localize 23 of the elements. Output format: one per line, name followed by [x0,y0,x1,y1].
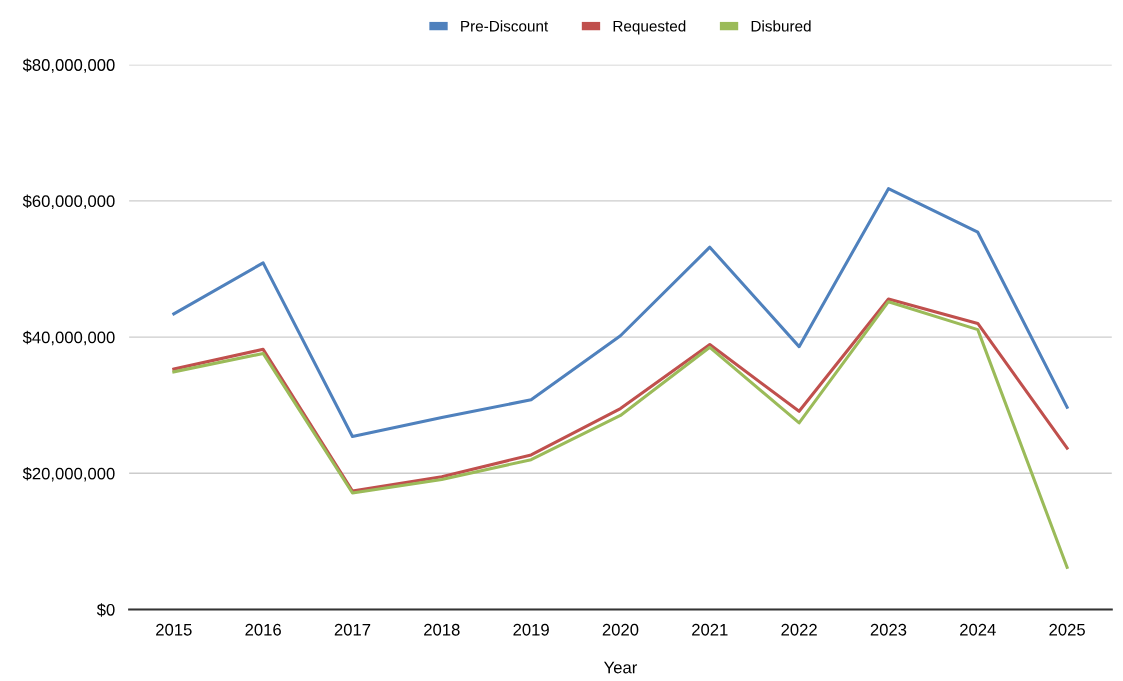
legend-label: Disbured [751,20,811,32]
x-tick-label: 2021 [692,623,728,636]
legend-label: Requested [613,20,686,35]
y-tick-label: $80,000,000 [22,58,115,73]
x-tick-label: 2018 [424,623,460,636]
line-series [172,187,1069,439]
x-tick-label: 2022 [781,623,817,636]
y-tick-label: $20,000,000 [22,467,115,482]
line-series [172,297,1069,493]
x-tick-label: 2019 [513,623,549,636]
x-tick-label: 2016 [245,623,281,636]
y-tick-label: $40,000,000 [22,330,115,346]
y-tick-label: $0 [96,603,115,617]
x-tick-label: 2020 [602,623,639,636]
x-tick-label: 2015 [156,623,192,636]
line-series [172,300,1069,569]
y-tick-label: $60,000,000 [22,194,115,210]
x-axis-title: Year [603,661,638,674]
x-tick-label: 2025 [1049,623,1085,636]
legend-label: Pre-Discount [461,20,549,32]
x-tick-label: 2023 [870,623,907,636]
x-tick-label: 2024 [960,623,996,636]
x-tick-label: 2017 [334,623,371,636]
